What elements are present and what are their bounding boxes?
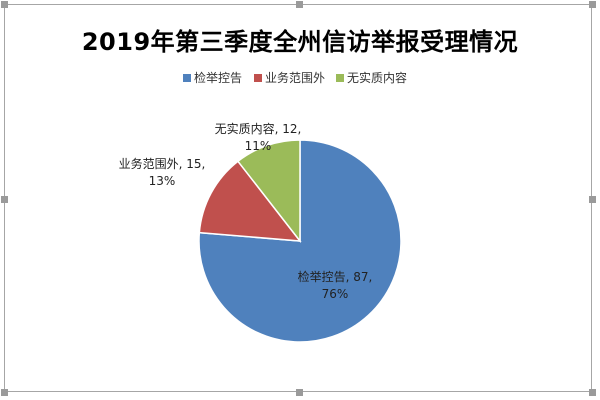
data-label-2-value: 业务范围外, 15, [119, 156, 206, 171]
chart-title: 2019年第三季度全州信访举报受理情况 [81, 28, 519, 56]
legend-label-3: 无实质内容 [347, 70, 407, 85]
data-label-1-percent: 76% [322, 287, 349, 301]
resize-handle-middle-right[interactable] [589, 196, 596, 203]
resize-handle-middle-left[interactable] [1, 196, 8, 203]
resize-handle-bottom-middle[interactable] [296, 389, 303, 396]
resize-handle-bottom-left[interactable] [1, 389, 8, 396]
resize-handle-bottom-right[interactable] [589, 389, 596, 396]
legend-label-2: 业务范围外 [265, 70, 325, 85]
legend-swatch-3 [336, 74, 344, 82]
resize-handle-top-right[interactable] [589, 1, 596, 8]
resize-handle-top-left[interactable] [1, 1, 8, 8]
legend-swatch-2 [254, 74, 262, 82]
pie-slice-yewu [198, 160, 302, 242]
pie-slice-wushizhi [236, 139, 301, 244]
data-label-1-value: 检举控告, 87, [298, 269, 373, 284]
data-label-3-value: 无实质内容, 12, [215, 121, 302, 136]
resize-handle-top-middle[interactable] [296, 1, 303, 8]
data-label-2-percent: 13% [149, 174, 176, 188]
legend-label-1: 检举控告 [194, 70, 242, 85]
data-label-3-percent: 11% [245, 139, 272, 153]
legend-swatch-1 [183, 74, 191, 82]
